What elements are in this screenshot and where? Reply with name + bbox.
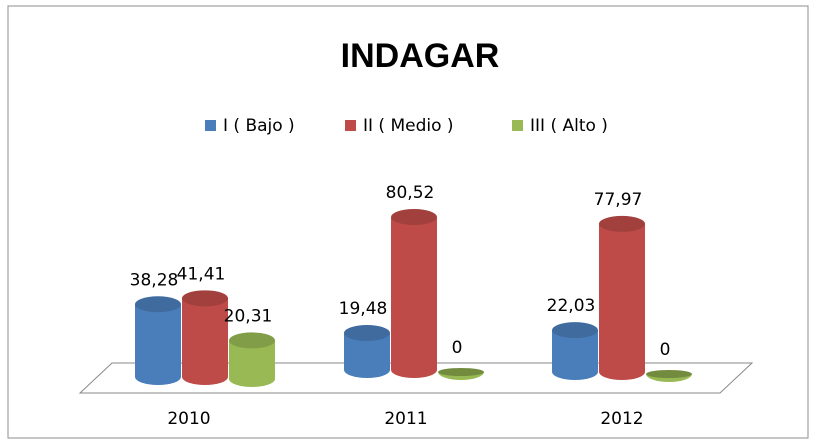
cylinder-top (135, 296, 181, 313)
data-label: 38,28 (130, 270, 179, 290)
cylinder (552, 322, 598, 380)
bar (182, 298, 228, 385)
legend-label: III ( Alto ) (530, 116, 608, 136)
bar (552, 330, 598, 380)
data-label: 80,52 (386, 183, 435, 203)
x-tick-label: 2011 (384, 409, 427, 429)
bar (135, 304, 181, 385)
cylinder-top (182, 290, 228, 307)
data-label: 19,48 (339, 299, 388, 319)
cylinder-top (391, 209, 437, 226)
cylinder-top (438, 368, 484, 376)
bar (391, 217, 437, 378)
cylinder (438, 368, 484, 380)
data-label: 0 (452, 338, 463, 358)
cylinder-top (229, 332, 275, 349)
x-tick-label: 2010 (167, 409, 210, 429)
cylinder (599, 215, 645, 380)
legend-swatch (512, 120, 523, 131)
cylinder (229, 332, 275, 387)
data-label: 0 (660, 340, 671, 360)
data-label: 41,41 (177, 264, 226, 284)
data-label: 20,31 (224, 306, 273, 326)
chart-title: INDAGAR (341, 37, 500, 75)
cylinder-top (344, 324, 390, 341)
cylinder (391, 209, 437, 378)
cylinder-top (646, 370, 692, 378)
x-tick-label: 2012 (600, 409, 643, 429)
data-label: 22,03 (547, 296, 596, 316)
cylinder (646, 370, 692, 382)
legend-label: I ( Bajo ) (223, 116, 295, 136)
bar (344, 332, 390, 378)
legend-label: II ( Medio ) (363, 116, 454, 136)
cylinder-top (552, 322, 598, 339)
cylinder (182, 290, 228, 385)
cylinder (344, 324, 390, 378)
bar (599, 223, 645, 380)
legend-swatch (205, 120, 216, 131)
bar (229, 340, 275, 387)
cylinder (135, 296, 181, 385)
legend-swatch (345, 120, 356, 131)
cylinder-top (599, 215, 645, 232)
data-label: 77,97 (594, 190, 643, 210)
